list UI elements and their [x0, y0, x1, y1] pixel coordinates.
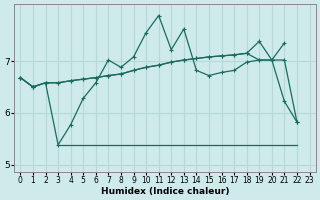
- X-axis label: Humidex (Indice chaleur): Humidex (Indice chaleur): [101, 187, 229, 196]
